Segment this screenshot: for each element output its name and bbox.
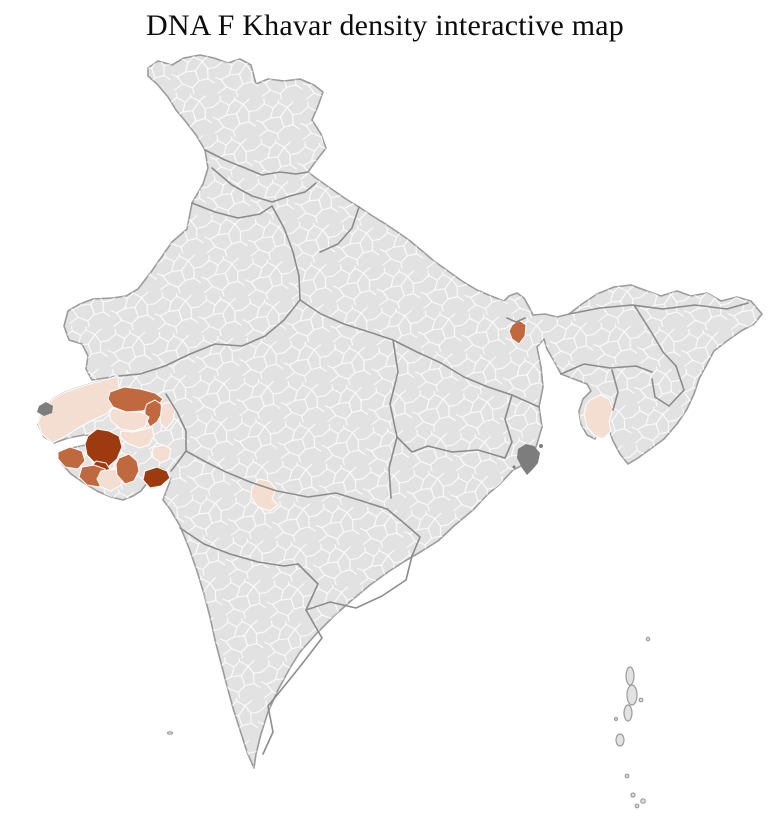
district-high-central-saurashtra[interactable] xyxy=(84,428,123,468)
district-medium-east-peninsula[interactable] xyxy=(115,453,140,485)
delta-patch xyxy=(517,444,540,475)
creek-patch xyxy=(37,402,53,416)
district-medium-west-coast[interactable] xyxy=(57,446,86,470)
district-low-far-east[interactable] xyxy=(583,394,614,440)
dark-terrain-patches xyxy=(37,402,543,475)
density-districts xyxy=(37,319,614,512)
island-chain xyxy=(166,636,651,809)
district-low-belt-1[interactable] xyxy=(108,407,150,432)
district-low-mainland[interactable] xyxy=(151,444,172,464)
district-low-central-india[interactable] xyxy=(250,478,279,512)
state-borders xyxy=(118,149,749,755)
district-low-belt-2[interactable] xyxy=(119,426,155,449)
district-high-south-mainland[interactable] xyxy=(142,466,171,489)
page-title: DNA F Khavar density interactive map xyxy=(146,9,624,42)
district-medium-east-strip[interactable] xyxy=(144,399,163,428)
